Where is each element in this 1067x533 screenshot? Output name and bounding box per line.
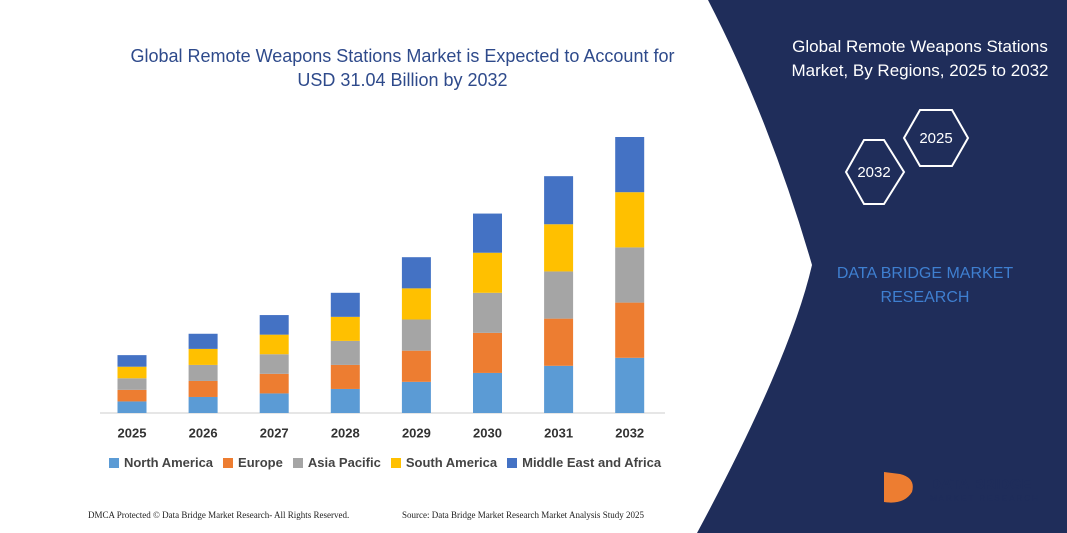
legend-swatch bbox=[507, 457, 518, 468]
bar-segment bbox=[259, 393, 289, 413]
bar-segment bbox=[473, 332, 502, 373]
chart-title: Global Remote Weapons Stations Market is… bbox=[130, 46, 675, 90]
hex-label: 2032 bbox=[857, 164, 890, 181]
hex-label: 2025 bbox=[919, 130, 952, 147]
bar-segment bbox=[615, 247, 645, 303]
bar-segment bbox=[544, 365, 574, 413]
bar-segment bbox=[117, 378, 147, 390]
hexagon bbox=[844, 139, 906, 205]
logo-name: DATA BRIDGE bbox=[930, 476, 1032, 493]
side-panel bbox=[697, 0, 1067, 533]
bar-segment bbox=[544, 224, 574, 272]
x-tick-label: 2027 bbox=[260, 425, 289, 440]
x-tick-label: 2025 bbox=[118, 425, 147, 440]
bar-segment bbox=[401, 257, 431, 289]
x-tick-label: 2028 bbox=[331, 425, 360, 440]
bar-segment bbox=[259, 334, 289, 355]
bar-segment bbox=[330, 340, 360, 365]
hexagon bbox=[902, 109, 970, 167]
logo-icon bbox=[884, 472, 913, 503]
legend: North America Europe Asia Pacific South Ame… bbox=[95, 455, 675, 470]
bar-segment bbox=[117, 401, 147, 413]
bar-segment bbox=[330, 364, 360, 389]
bar-segment bbox=[259, 315, 289, 335]
bar-segment bbox=[188, 364, 218, 381]
bar-segment bbox=[117, 355, 147, 367]
bar-segment bbox=[544, 176, 574, 225]
bar-segment bbox=[188, 396, 218, 413]
brand-text: DATA BRIDGE MARKET RESEARCH bbox=[836, 265, 1014, 306]
bar-segment bbox=[615, 137, 645, 193]
x-tick-label: 2031 bbox=[544, 425, 573, 440]
bar-segment bbox=[544, 318, 574, 366]
x-tick-label: 2029 bbox=[402, 425, 431, 440]
legend-swatch bbox=[108, 457, 119, 468]
bar-segment bbox=[401, 350, 431, 382]
bar-segment bbox=[473, 213, 502, 253]
logo-tagline: MARKET RESEARCH bbox=[930, 494, 1040, 503]
bar-segment bbox=[188, 348, 218, 365]
bar-segment bbox=[615, 357, 645, 413]
bar-segment bbox=[401, 319, 431, 351]
bar-segment bbox=[117, 366, 147, 379]
legend-swatch bbox=[292, 457, 303, 468]
x-tick-label: 2032 bbox=[615, 425, 644, 440]
legend-label: Middle East and Africa bbox=[522, 455, 662, 470]
bar-segment bbox=[473, 372, 502, 413]
bar-segment bbox=[259, 373, 289, 394]
x-tick-label: 2026 bbox=[189, 425, 218, 440]
legend-label: North America bbox=[123, 455, 214, 470]
legend-item: South America bbox=[390, 455, 498, 470]
footer-source: Source: Data Bridge Market Research Mark… bbox=[402, 510, 644, 520]
legend-label: Europe bbox=[238, 455, 283, 470]
bar-segment bbox=[259, 354, 289, 374]
footer-dmca: DMCA Protected © Data Bridge Market Rese… bbox=[88, 510, 350, 520]
bar-segment bbox=[188, 380, 218, 397]
legend-label: South America bbox=[405, 455, 498, 470]
bar-segment bbox=[544, 271, 574, 319]
legend-item: Middle East and Africa bbox=[507, 455, 661, 470]
bar-segment bbox=[401, 381, 431, 413]
legend-item: North America bbox=[108, 455, 214, 470]
bar-segment bbox=[330, 316, 360, 341]
legend-label: Asia Pacific bbox=[307, 455, 381, 470]
bar-segment bbox=[615, 302, 645, 358]
bar-segment bbox=[401, 288, 431, 320]
panel-title: Global Remote Weapons Stations Market, B… bbox=[791, 37, 1049, 80]
bar-segment bbox=[615, 192, 645, 248]
legend-item: Europe bbox=[223, 455, 283, 470]
bar-segment bbox=[330, 292, 360, 317]
bar-segment bbox=[473, 252, 502, 293]
legend-item: Asia Pacific bbox=[292, 455, 381, 470]
bar-segment bbox=[117, 389, 147, 402]
legend-swatch bbox=[390, 457, 401, 468]
legend-swatch bbox=[223, 457, 234, 468]
bar-segment bbox=[473, 292, 502, 333]
bar-segment bbox=[188, 333, 218, 349]
bar-segment bbox=[330, 388, 360, 413]
x-tick-label: 2030 bbox=[473, 425, 502, 440]
